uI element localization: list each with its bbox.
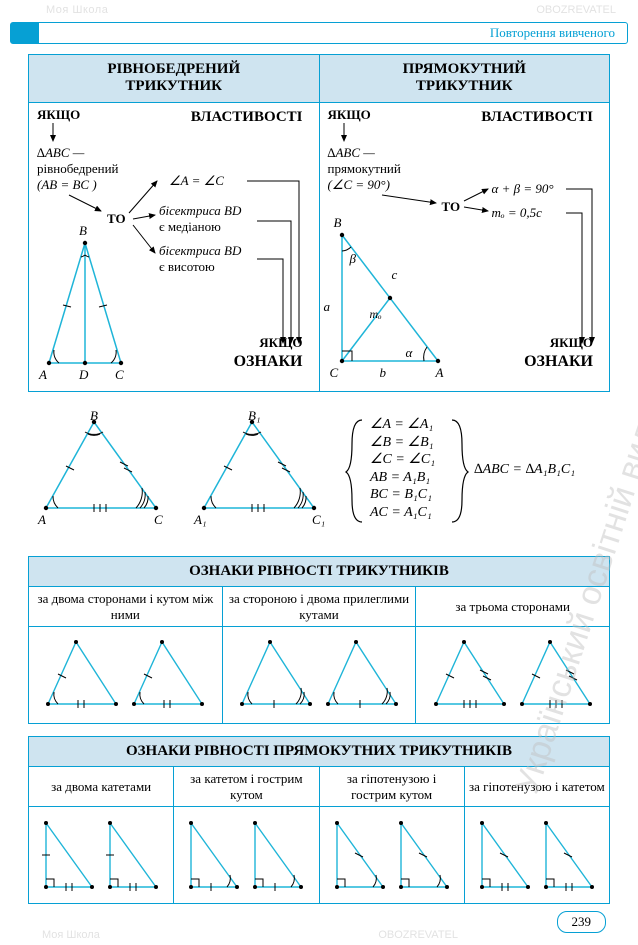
table2-figure-row (29, 807, 609, 903)
congruence-row: A B C A₁ B₁ C₁ ∠A = ∠A₁ ∠B = ∠B₁ ∠C = ∠C… (28, 408, 610, 536)
lbl-C: C (330, 365, 339, 381)
triangle-abc (28, 408, 178, 528)
lbl-B: B (334, 215, 342, 231)
t2-col1: за двома катетами (29, 767, 173, 807)
table2-title: ОЗНАКИ РІВНОСТІ ПРЯМОКУТНИХ ТРИКУТНИКІВ (29, 737, 609, 767)
eq2: ∠B = ∠B₁ (370, 434, 435, 452)
table1-figure-row (29, 627, 609, 723)
lbl-A1: A₁ (194, 512, 206, 528)
title-line1: РІВНОБЕДРЕНИЙ (107, 61, 240, 77)
rt-ha-icon (327, 813, 457, 897)
lbl-A: A (38, 512, 46, 528)
watermark-bottom-right: OBOZREVATEL (378, 929, 458, 941)
title-line2: ТРИКУТНИК (416, 78, 513, 94)
watermark-bottom-left: Моя Школа (42, 929, 100, 941)
eq4: AB = A₁B₁ (370, 469, 435, 487)
t2-fig3 (319, 807, 464, 903)
brace-close-icon (448, 416, 470, 524)
lbl-A: A (39, 367, 47, 383)
lbl-a: a (324, 299, 331, 315)
panel-right-title: ПРЯМОКУТНИЙ ТРИКУТНИК (320, 55, 610, 103)
watermark-top-right: OBOZREVATEL (536, 4, 616, 16)
asa-pair-icon (234, 632, 404, 718)
table1-title: ОЗНАКИ РІВНОСТІ ТРИКУТНИКІВ (29, 557, 609, 587)
rt-la-icon (181, 813, 311, 897)
isosceles-triangle-figure (37, 233, 147, 383)
t2-fig2 (173, 807, 318, 903)
table-triangle-criteria: ОЗНАКИ РІВНОСТІ ТРИКУТНИКІВ за двома сто… (28, 556, 610, 724)
lbl-b: b (380, 365, 387, 381)
panel-isosceles: РІВНОБЕДРЕНИЙ ТРИКУТНИК ЯКЩО ВЛАСТИВОСТІ… (29, 55, 319, 391)
lbl-C: C (115, 367, 124, 383)
eq6: AC = A₁C₁ (370, 504, 435, 522)
breadcrumb-text: Повторення вивченого (490, 25, 615, 41)
sas-pair-icon (40, 632, 210, 718)
t2-fig1 (29, 807, 173, 903)
lbl-beta: β (350, 251, 356, 267)
t1-fig3 (415, 627, 609, 723)
breadcrumb-bar: Повторення вивченого (10, 22, 628, 44)
lbl-B: B (90, 408, 98, 424)
rt-hl-icon (472, 813, 602, 897)
lbl-mc: mₒ (370, 307, 382, 322)
lbl-c: c (392, 267, 398, 283)
lbl-B: B (79, 223, 87, 239)
watermark-top-left: Моя Школа (46, 4, 108, 16)
panel-right-body: ЯКЩО ВЛАСТИВОСТІ ∆ABC — прямокутний (∠C … (320, 103, 610, 389)
t2-fig4 (464, 807, 609, 903)
lbl-C1: C₁ (312, 512, 325, 528)
rt-ll-icon (36, 813, 166, 897)
lbl-C: C (154, 512, 163, 528)
title-line2: ТРИКУТНИК (125, 78, 222, 94)
lbl-A: A (436, 365, 444, 381)
triangle-panels: РІВНОБЕДРЕНИЙ ТРИКУТНИК ЯКЩО ВЛАСТИВОСТІ… (28, 54, 610, 392)
lbl-D: D (79, 367, 88, 383)
title-line1: ПРЯМОКУТНИЙ (403, 61, 526, 77)
t1-col2: за стороною і двома прилеглими кутами (222, 587, 416, 627)
eq5: BC = B₁C₁ (370, 486, 435, 504)
panel-right: ПРЯМОКУТНИЙ ТРИКУТНИК ЯКЩО ВЛАСТИВОСТІ ∆… (319, 55, 610, 391)
table2-header-row: за двома катетами за катетом і гострим к… (29, 767, 609, 807)
lbl-alpha: α (406, 345, 413, 361)
t1-col1: за двома сторонами і кутом між ними (29, 587, 222, 627)
t1-col3: за трьома сторонами (415, 587, 609, 627)
eq1: ∠A = ∠A₁ (370, 416, 435, 434)
congruence-equations: ∠A = ∠A₁ ∠B = ∠B₁ ∠C = ∠C₁ AB = A₁B₁ BC … (370, 416, 435, 521)
page-number: 239 (557, 911, 607, 933)
eq3: ∠C = ∠C₁ (370, 451, 435, 469)
t1-fig2 (222, 627, 416, 723)
t1-fig1 (29, 627, 222, 723)
t2-col3: за гіпотенузою і гострим кутом (319, 767, 464, 807)
right-triangle-figure (328, 221, 458, 381)
congruence-result: ∆ABC = ∆A₁B₁C₁ (474, 462, 575, 478)
lbl-B1: B₁ (248, 408, 260, 424)
t2-col4: за гіпотенузою і катетом (464, 767, 609, 807)
panel-isosceles-body: ЯКЩО ВЛАСТИВОСТІ ∆ABC — рівнобедрений (A… (29, 103, 319, 389)
table-right-triangle-criteria: ОЗНАКИ РІВНОСТІ ПРЯМОКУТНИХ ТРИКУТНИКІВ … (28, 736, 610, 904)
t2-col2: за катетом і гострим кутом (173, 767, 318, 807)
table1-header-row: за двома сторонами і кутом між ними за с… (29, 587, 609, 627)
panel-isosceles-title: РІВНОБЕДРЕНИЙ ТРИКУТНИК (29, 55, 319, 103)
brace-icon (346, 416, 368, 524)
sss-pair-icon (428, 632, 598, 718)
triangle-a1b1c1 (186, 408, 336, 528)
